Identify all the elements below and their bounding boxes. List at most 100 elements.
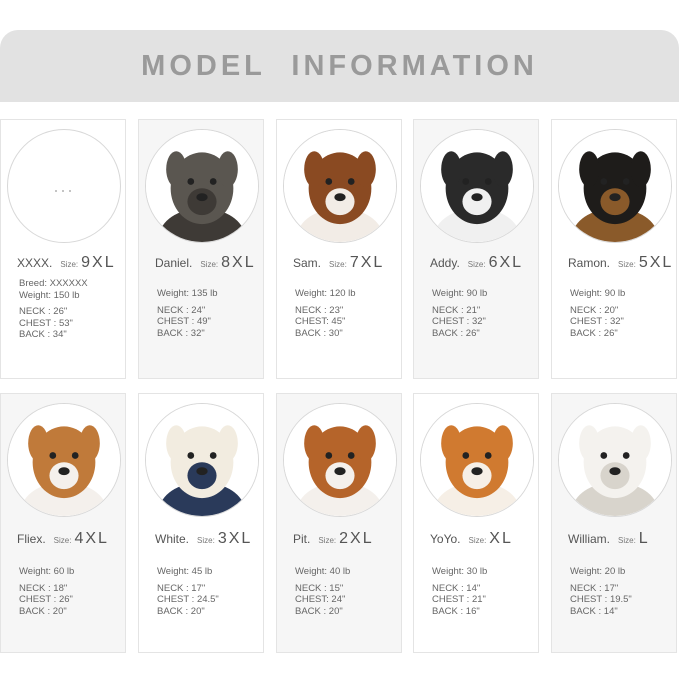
back: BACK : 20": [295, 605, 343, 617]
dog-photo-icon: [559, 404, 671, 516]
neck: NECK : 14": [432, 582, 481, 594]
dog-photo-saint-bernard: [283, 129, 397, 243]
measurements: Weight: 90 lb NECK : 20" CHEST : 32" BAC…: [570, 288, 625, 339]
weight: Weight: 120 lb: [295, 288, 356, 299]
back: BACK : 26": [570, 327, 618, 339]
dog-photo-rottweiler: [558, 129, 672, 243]
dog-photo-malamute: [420, 129, 534, 243]
weight: Weight: 20 lb: [570, 566, 626, 577]
chest: CHEST : 49": [157, 316, 211, 327]
dog-photo-icon: [8, 404, 120, 516]
name-size-line: Sam. Size: 7XL: [293, 254, 384, 272]
size-label: Size:: [618, 260, 636, 269]
weight: Weight: 40 lb: [295, 566, 351, 577]
name-size-line: YoYo. Size: XL: [430, 530, 513, 548]
model-card: Sam. Size: 7XL Weight: 120 lb NECK : 23" C…: [276, 119, 402, 379]
size-value: 2XL: [339, 530, 374, 547]
dog-photo-shiba-inu: [420, 403, 534, 517]
dog-name: Addy.: [430, 256, 460, 270]
size-value: 7XL: [349, 254, 385, 271]
weight: Weight: 150 lb: [19, 289, 80, 301]
dog-photo-pit-bull: [7, 403, 121, 517]
chest: CHEST: 24": [295, 594, 346, 605]
dog-photo-great-dane: [145, 129, 259, 243]
weight: Weight: 90 lb: [432, 288, 488, 299]
dog-name: Ramon.: [568, 256, 611, 270]
size-value: 6XL: [488, 254, 524, 271]
model-card: White. Size: 3XL Weight: 45 lb NECK : 17" …: [138, 393, 264, 653]
chest: CHEST : 32": [432, 316, 486, 327]
size-label: Size:: [60, 260, 79, 269]
back: BACK : 34": [19, 329, 67, 340]
chest: CHEST : 21": [432, 594, 486, 605]
name-size-line: Pit. Size: 2XL: [293, 530, 374, 548]
weight: Weight: 30 lb: [432, 566, 488, 577]
page-title: MODEL INFORMATION: [141, 49, 538, 82]
model-card: William. Size: L Weight: 20 lb NECK : 17" …: [551, 393, 677, 653]
neck: NECK : 17": [570, 582, 619, 594]
dog-photo-icon: [284, 130, 396, 242]
back: BACK : 20": [19, 605, 67, 617]
size-value: 9XL: [81, 254, 116, 271]
dog-name: YoYo.: [430, 532, 461, 546]
back: BACK : 16": [432, 605, 480, 617]
measurements: Weight: 135 lb NECK : 24" CHEST : 49" BA…: [157, 288, 218, 339]
size-value: 5XL: [638, 254, 674, 271]
dog-name: Sam.: [293, 256, 322, 270]
dog-photo-bull-terrier: [283, 403, 397, 517]
chest: CHEST : 19.5": [570, 594, 632, 605]
model-card: Ramon. Size: 5XL Weight: 90 lb NECK : 20" …: [551, 119, 677, 379]
name-size-line: Addy. Size: 6XL: [430, 254, 523, 272]
chest: CHEST : 24.5": [157, 594, 219, 605]
neck: NECK : 18": [19, 582, 68, 594]
back: BACK : 20": [157, 605, 205, 617]
dog-photo-icon: [421, 130, 533, 242]
photo-placeholder: ...: [7, 129, 121, 243]
neck: NECK : 20": [570, 304, 619, 316]
weight: Weight: 90 lb: [570, 288, 626, 299]
back: BACK : 14": [570, 605, 618, 617]
model-card: Fliex. Size: 4XL Weight: 60 lb NECK : 18" …: [0, 393, 126, 653]
model-card: Pit. Size: 2XL Weight: 40 lb NECK : 15" CH…: [276, 393, 402, 653]
dog-photo-icon: [146, 404, 258, 516]
name-size-line: William. Size: L: [568, 530, 650, 548]
header-banner: MODEL INFORMATION: [0, 30, 679, 102]
neck: NECK : 26": [19, 306, 68, 317]
size-label: Size:: [197, 536, 215, 545]
name-size-line: Fliex. Size: 4XL: [17, 530, 109, 548]
neck: NECK : 21": [432, 304, 481, 316]
measurements: Weight: 40 lb NECK : 15" CHEST: 24" BACK…: [295, 566, 350, 617]
size-label: Size:: [318, 536, 337, 545]
dog-name: Pit.: [293, 532, 311, 546]
size-label: Size:: [468, 536, 487, 545]
back: BACK : 32": [157, 327, 205, 339]
neck: NECK : 23": [295, 304, 344, 316]
name-size-line: White. Size: 3XL: [155, 530, 252, 548]
chest: CHEST : 32": [570, 316, 624, 327]
size-value: 8XL: [221, 254, 256, 271]
weight: Weight: 45 lb: [157, 566, 213, 577]
model-card: Addy. Size: 6XL Weight: 90 lb NECK : 21" C…: [413, 119, 539, 379]
measurements: Weight: 20 lb NECK : 17" CHEST : 19.5" B…: [570, 566, 632, 617]
breed: Breed: XXXXXX: [19, 278, 88, 289]
dog-name: White.: [155, 532, 190, 546]
back: BACK : 26": [432, 327, 480, 339]
back: BACK : 30": [295, 327, 343, 339]
name-size-line: Daniel. Size: 8XL: [155, 254, 256, 272]
size-label: Size:: [467, 260, 486, 269]
measurements: Weight: 90 lb NECK : 21" CHEST : 32" BAC…: [432, 288, 487, 339]
size-label: Size:: [329, 260, 347, 269]
dog-name: William.: [568, 532, 610, 546]
model-card: Daniel. Size: 8XL Weight: 135 lb NECK : 24…: [138, 119, 264, 379]
model-card: YoYo. Size: XL Weight: 30 lb NECK : 14" CH…: [413, 393, 539, 653]
weight: Weight: 135 lb: [157, 288, 218, 299]
neck: NECK : 17": [157, 582, 206, 594]
size-value: L: [638, 530, 650, 547]
chest: CHEST: 45": [295, 316, 346, 327]
measurements: Breed: XXXXXX Weight: 150 lb NECK : 26" …: [19, 278, 88, 341]
dog-photo-icon: [284, 404, 396, 516]
measurements: Weight: 45 lb NECK : 17" CHEST : 24.5" B…: [157, 566, 219, 617]
measurements: Weight: 120 lb NECK : 23" CHEST: 45" BAC…: [295, 288, 356, 339]
placeholder-dots: ...: [53, 175, 75, 196]
size-value: 3XL: [217, 530, 253, 547]
